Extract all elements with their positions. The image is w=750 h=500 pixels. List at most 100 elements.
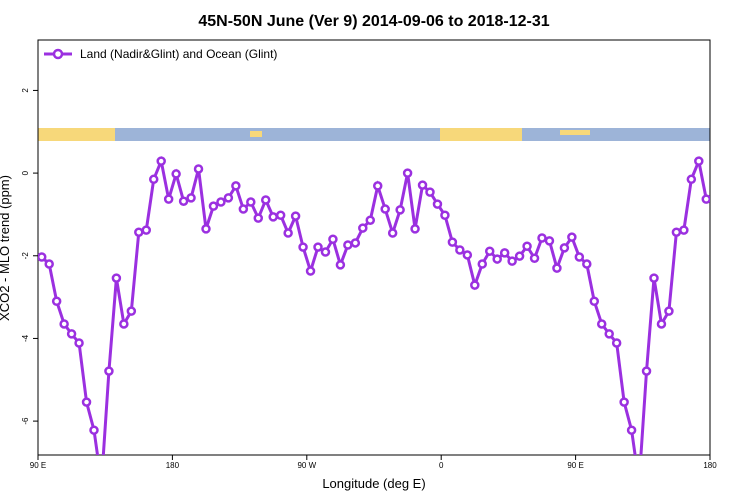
point	[477, 259, 488, 269]
point	[574, 252, 585, 262]
y-tick-label: -6	[21, 417, 30, 425]
point	[260, 195, 271, 205]
point	[104, 366, 114, 376]
point	[134, 227, 144, 237]
point	[395, 205, 405, 215]
y-tick-label: 2	[21, 88, 30, 93]
point	[425, 187, 435, 197]
point	[148, 174, 159, 185]
point	[596, 319, 607, 329]
point	[313, 242, 323, 252]
point	[193, 164, 204, 174]
point	[636, 480, 643, 487]
series	[38, 155, 710, 487]
point	[283, 228, 293, 238]
point	[171, 169, 181, 179]
point	[701, 194, 710, 204]
point	[582, 259, 592, 269]
point	[410, 224, 420, 234]
point	[544, 236, 555, 246]
point	[417, 180, 428, 190]
point	[455, 245, 465, 255]
point	[156, 156, 166, 166]
point	[74, 338, 84, 348]
point	[507, 256, 517, 266]
y-tick-label: -4	[21, 334, 30, 342]
point	[537, 233, 547, 243]
point	[44, 259, 54, 269]
point	[522, 241, 532, 252]
point	[387, 228, 398, 238]
point	[38, 252, 47, 262]
point	[656, 319, 667, 329]
point	[619, 397, 629, 407]
point	[365, 215, 376, 225]
point	[216, 197, 226, 207]
point	[559, 243, 570, 253]
point	[470, 280, 480, 290]
point	[686, 174, 697, 185]
point	[589, 296, 600, 306]
x-tick-label: 90 W	[297, 461, 316, 470]
point	[440, 210, 450, 221]
point	[178, 196, 189, 206]
point	[328, 234, 338, 244]
point	[66, 329, 77, 339]
point	[626, 425, 637, 435]
plot-frame	[37, 39, 711, 456]
y-tick-label: 0	[21, 170, 30, 175]
point	[380, 204, 390, 214]
point	[604, 329, 614, 339]
point	[484, 246, 495, 256]
point	[305, 266, 316, 276]
point	[253, 213, 264, 223]
point	[358, 223, 368, 233]
x-tick-label: 90 E	[567, 461, 583, 470]
legend-label: Land (Nadir&Glint) and Ocean (Glint)	[80, 47, 277, 61]
x-tick-label: 180	[703, 461, 717, 470]
point	[649, 273, 659, 283]
point	[462, 250, 473, 260]
point	[126, 306, 137, 316]
point	[59, 319, 69, 329]
line	[40, 155, 708, 455]
point	[447, 237, 458, 247]
point	[641, 366, 652, 376]
point	[402, 168, 413, 178]
point	[514, 251, 525, 261]
point	[664, 306, 674, 316]
point	[298, 242, 308, 252]
point	[499, 248, 510, 258]
point	[275, 210, 286, 221]
point	[492, 254, 502, 264]
point	[141, 225, 152, 235]
point	[81, 397, 92, 407]
x-axis-label: Longitude (deg E)	[322, 476, 425, 491]
x-tick-label: 180	[166, 461, 180, 470]
point	[246, 197, 256, 207]
point	[679, 225, 689, 235]
point	[432, 199, 443, 209]
point	[51, 296, 62, 306]
point	[268, 212, 278, 222]
point	[111, 273, 122, 283]
point	[163, 194, 174, 204]
point	[186, 193, 196, 203]
point	[372, 181, 383, 191]
point	[529, 253, 540, 263]
chart-title: 45N-50N June (Ver 9) 2014-09-06 to 2018-…	[198, 13, 549, 30]
point	[343, 240, 353, 250]
x-tick-label: 90 E	[30, 461, 46, 470]
point	[320, 247, 331, 257]
legend-marker	[52, 48, 64, 60]
point	[231, 181, 241, 191]
point	[335, 260, 346, 270]
point	[350, 238, 361, 248]
point	[671, 227, 682, 237]
point	[611, 338, 622, 348]
point	[223, 193, 234, 203]
point	[98, 480, 105, 487]
land-ocean-strip	[38, 128, 710, 141]
point	[694, 156, 704, 166]
point	[552, 263, 562, 273]
